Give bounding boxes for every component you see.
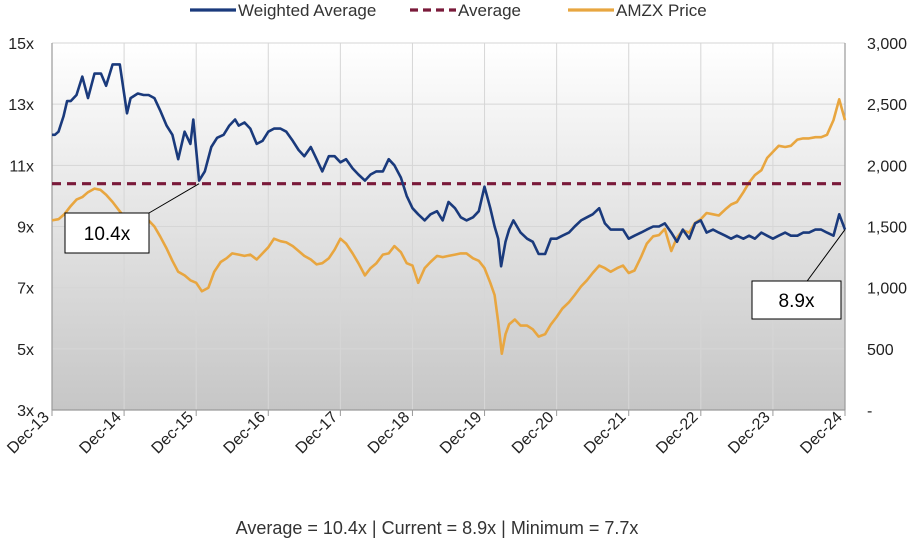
y-right-tick-label: 1,000: [867, 281, 907, 298]
legend-average-label: Average: [458, 1, 521, 20]
y-left-tick-label: 9x: [17, 220, 34, 237]
y-right-tick-label: -: [867, 403, 872, 420]
current-callout-leader: [806, 229, 846, 282]
y-left-tick-label: 7x: [17, 281, 34, 298]
x-tick-label: Dec-22: [653, 409, 702, 458]
legend-amzx-price-label: AMZX Price: [616, 1, 707, 20]
y-left-tick-label: 15x: [8, 36, 34, 53]
y-left-tick-label: 5x: [17, 342, 34, 359]
y-right-tick-label: 3,000: [867, 36, 907, 53]
average-callout-leader: [148, 183, 200, 214]
y-right-tick-label: 1,500: [867, 220, 907, 237]
y-right-tick-label: 2,500: [867, 97, 907, 114]
x-tick-label: Dec-17: [293, 409, 342, 458]
y-left-tick-label: 11x: [9, 158, 34, 175]
x-tick-label: Dec-16: [221, 409, 270, 458]
x-tick-label: Dec-19: [437, 409, 486, 458]
summary-footer: Average = 10.4x | Current = 8.9x | Minim…: [236, 518, 639, 538]
x-tick-label: Dec-14: [76, 409, 125, 458]
y-left-tick-label: 3x: [17, 403, 34, 420]
current-callout-box: [751, 280, 842, 320]
legend-weighted-average-label: Weighted Average: [238, 1, 376, 20]
x-tick-label: Dec-24: [797, 409, 846, 458]
x-tick-label: Dec-18: [365, 409, 414, 458]
y-right-tick-label: 2,000: [867, 158, 907, 175]
average-callout-label: 10.4x: [84, 224, 131, 245]
x-tick-label: Dec-15: [149, 409, 198, 458]
series-line-amzx-price: [51, 98, 847, 355]
series-line-weighted-average: [52, 63, 847, 268]
current-callout-label: 8.9x: [779, 291, 815, 312]
y-right-tick-label: 500: [867, 342, 894, 359]
average-callout-box: [64, 212, 150, 254]
y-left-tick-label: 13x: [8, 97, 34, 114]
x-tick-label: Dec-21: [581, 409, 630, 458]
x-tick-label: Dec-23: [725, 409, 774, 458]
x-tick-label: Dec-20: [509, 409, 558, 458]
